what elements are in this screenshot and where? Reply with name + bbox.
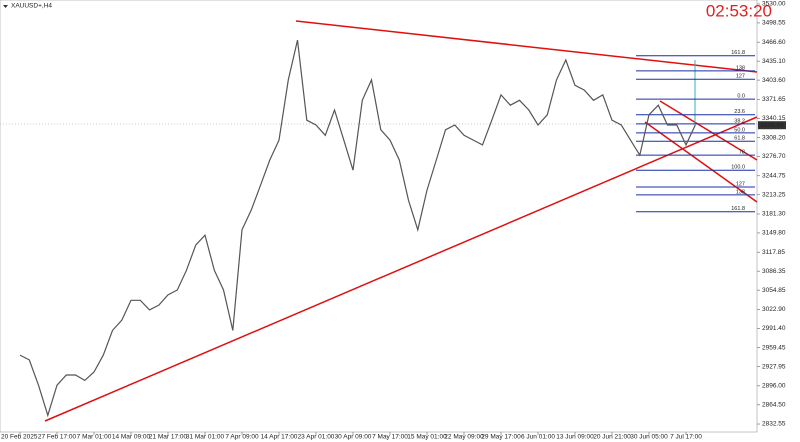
fib-label: 138 <box>736 189 745 195</box>
x-tick-label: 7 Mar 01:00 <box>77 434 112 441</box>
fib-label: 161.8 <box>731 206 745 212</box>
x-tick-label: 14 Mar 09:00 <box>112 434 151 441</box>
x-tick-label: 7 May 17:00 <box>372 434 408 441</box>
y-tick-label: 3530.00 <box>762 1 786 8</box>
y-tick-label: 3340.15 <box>762 115 786 122</box>
fib-label: 50.0 <box>734 127 745 133</box>
y-tick-label: 3149.80 <box>762 230 786 237</box>
x-tick-label: 31 Mar 01:00 <box>186 434 225 441</box>
trendline <box>659 100 758 161</box>
x-tick-label: 20 Jun 21:00 <box>593 434 631 441</box>
timer: 02:53:20 <box>706 1 772 20</box>
x-tick-label: 14 Apr 17:00 <box>261 434 298 441</box>
y-tick-label: 3466.60 <box>762 39 786 46</box>
y-tick-label: 3117.85 <box>762 249 785 256</box>
x-tick-label: 7 Apr 09:00 <box>225 434 259 441</box>
y-tick-label: 2832.55 <box>762 421 786 428</box>
x-tick-label: 30 Apr 09:00 <box>335 434 372 441</box>
y-tick-label: 2991.40 <box>762 325 786 332</box>
y-tick-label: 3371.65 <box>762 96 786 103</box>
y-tick-label: 3498.55 <box>762 20 786 27</box>
x-tick-label: 6 Jun 01:00 <box>521 434 555 441</box>
price-line <box>19 39 696 418</box>
last-price-label: 3328.69 <box>760 122 784 129</box>
x-tick-label: 22 May 09:00 <box>444 434 484 441</box>
x-tick-label: 15 May 01:00 <box>407 434 447 441</box>
last-price-box <box>758 121 786 130</box>
x-tick-label: 21 Mar 17:00 <box>149 434 188 441</box>
fib-label: 161.8 <box>731 50 745 56</box>
y-tick-label: 3435.10 <box>762 58 786 65</box>
fib-label: 78 <box>739 150 745 156</box>
x-tick-label: 27 Feb 17:00 <box>38 434 77 441</box>
y-tick-label: 3308.20 <box>762 134 786 141</box>
chart-title: XAUUSD+,H4 <box>11 3 52 10</box>
y-tick-label: 3403.60 <box>762 77 786 84</box>
plot-frame <box>0 0 758 433</box>
y-tick-label: 3022.90 <box>762 306 786 313</box>
x-tick-label: 7 Jul 17:00 <box>670 434 702 441</box>
fib-label: 127 <box>736 74 745 80</box>
fib-label: 61.8 <box>734 136 745 142</box>
trendlines <box>0 20 758 422</box>
fib-label: 138 <box>736 65 745 71</box>
y-tick-label: 2959.45 <box>762 344 786 351</box>
y-tick-label: 2864.50 <box>762 401 786 408</box>
x-tick-label: 30 Jun 05:00 <box>630 434 668 441</box>
y-tick-label: 2896.00 <box>762 383 786 390</box>
x-tick-label: 23 Apr 01:00 <box>298 434 335 441</box>
trendline <box>295 20 758 73</box>
fib-label: 0.0 <box>737 94 745 100</box>
y-tick-label: 3244.75 <box>762 172 786 179</box>
x-tick-label: 20 Feb 2025 <box>1 434 38 441</box>
y-tick-label: 3276.70 <box>762 153 786 160</box>
trendline <box>44 116 758 422</box>
y-tick-label: 3054.85 <box>762 287 786 294</box>
menu-arrow <box>3 5 8 8</box>
fib-label: 23.6 <box>734 109 745 115</box>
x-tick-label: 13 Jun 09:00 <box>556 434 594 441</box>
y-tick-label: 3086.35 <box>762 268 786 275</box>
x-tick-label: 29 May 17:00 <box>481 434 521 441</box>
trendline <box>644 121 758 203</box>
fib-label: 38.2 <box>734 118 745 124</box>
y-tick-label: 2927.95 <box>762 363 786 370</box>
y-tick-label: 3181.30 <box>762 211 786 218</box>
y-tick-label: 3213.25 <box>762 191 786 198</box>
fib-label: 100.0 <box>731 165 745 171</box>
fib-label: 127 <box>736 182 745 188</box>
